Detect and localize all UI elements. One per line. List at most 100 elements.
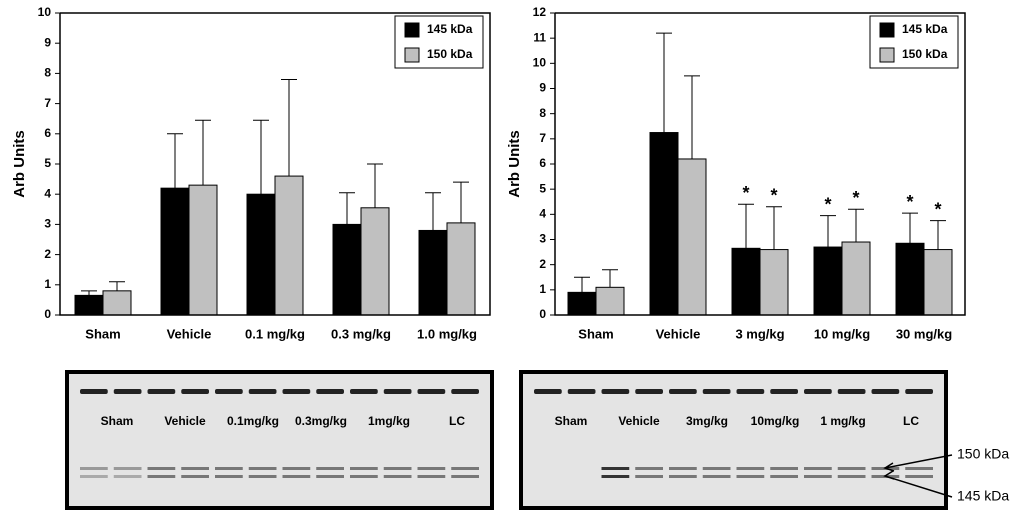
- error-bar: [684, 76, 700, 159]
- y-tick-label: 8: [539, 106, 546, 120]
- band-top: [534, 389, 562, 394]
- legend-swatch: [880, 48, 894, 62]
- band-145: [249, 475, 277, 478]
- band-top: [905, 389, 933, 394]
- band-top: [181, 389, 209, 394]
- bar: [161, 188, 189, 315]
- band-145: [215, 475, 243, 478]
- lane-label: Sham: [101, 414, 134, 428]
- band-top: [80, 389, 108, 394]
- band-145: [181, 475, 209, 478]
- legend-label: 150 kDa: [902, 47, 948, 61]
- error-bar: [766, 207, 782, 250]
- bar: [760, 250, 788, 315]
- bar: [814, 247, 842, 315]
- band-150: [283, 467, 311, 470]
- y-tick-label: 6: [539, 156, 546, 170]
- band-top: [384, 389, 412, 394]
- band-145: [114, 475, 142, 478]
- error-bar: [81, 291, 97, 296]
- error-bar: [425, 193, 441, 231]
- x-tick-label: 0.3 mg/kg: [331, 326, 391, 341]
- band-150: [737, 467, 765, 470]
- y-tick-label: 4: [539, 207, 546, 221]
- lane-label: Sham: [555, 414, 588, 428]
- band-top: [283, 389, 311, 394]
- band-145: [418, 475, 446, 478]
- band-150: [384, 467, 412, 470]
- bar: [447, 223, 475, 315]
- bar: [678, 159, 706, 315]
- band-150: [148, 467, 176, 470]
- band-150: [669, 467, 697, 470]
- band-145: [838, 475, 866, 478]
- lane-label: LC: [903, 414, 919, 428]
- band-top: [635, 389, 663, 394]
- x-tick-label: Sham: [578, 326, 613, 341]
- band-145: [737, 475, 765, 478]
- error-bar: [167, 134, 183, 188]
- bar: [732, 248, 760, 315]
- band-150: [80, 467, 108, 470]
- band-top: [249, 389, 277, 394]
- band-150: [838, 467, 866, 470]
- legend-swatch: [405, 23, 419, 37]
- bar: [650, 133, 678, 315]
- band-150: [602, 467, 630, 470]
- error-bar: [902, 213, 918, 243]
- band-145: [350, 475, 378, 478]
- band-top: [451, 389, 479, 394]
- page: Arb Units012345678910ShamVehicle0.1 mg/k…: [0, 0, 1030, 510]
- y-tick-label: 2: [539, 257, 546, 271]
- bar: [189, 185, 217, 315]
- lane-label: 3mg/kg: [686, 414, 728, 428]
- error-bar: [820, 216, 836, 247]
- y-tick-label: 12: [533, 5, 547, 19]
- band-top: [737, 389, 765, 394]
- band-150: [804, 467, 832, 470]
- lane-label: 0.1mg/kg: [227, 414, 279, 428]
- band-145: [770, 475, 798, 478]
- band-145: [316, 475, 344, 478]
- significance-marker: *: [906, 192, 913, 212]
- band-top: [770, 389, 798, 394]
- band-top: [114, 389, 142, 394]
- band-145: [451, 475, 479, 478]
- significance-marker: *: [824, 194, 831, 214]
- band-145: [635, 475, 663, 478]
- band-150: [249, 467, 277, 470]
- y-tick-label: 11: [533, 30, 546, 44]
- error-bar: [656, 33, 672, 132]
- lane-label: 1mg/kg: [368, 414, 410, 428]
- lane-label: Vehicle: [164, 414, 206, 428]
- band-145: [669, 475, 697, 478]
- y-tick-label: 1: [44, 277, 51, 291]
- band-150: [350, 467, 378, 470]
- x-tick-label: 30 mg/kg: [896, 326, 952, 341]
- band-150: [114, 467, 142, 470]
- bar: [842, 242, 870, 315]
- bar: [275, 176, 303, 315]
- y-tick-label: 5: [44, 156, 51, 170]
- error-bar: [574, 277, 590, 292]
- y-tick-label: 7: [44, 96, 51, 110]
- x-tick-label: Vehicle: [656, 326, 701, 341]
- band-top: [350, 389, 378, 394]
- band-150: [635, 467, 663, 470]
- band-150: [215, 467, 243, 470]
- lane-label: 10mg/kg: [751, 414, 800, 428]
- error-bar: [602, 270, 618, 288]
- legend-label: 145 kDa: [902, 22, 948, 36]
- significance-marker: *: [742, 183, 749, 203]
- error-bar: [195, 120, 211, 185]
- band-150: [316, 467, 344, 470]
- lane-label: 1 mg/kg: [820, 414, 865, 428]
- legend-label: 150 kDa: [427, 47, 473, 61]
- bar: [333, 224, 361, 315]
- y-tick-label: 9: [539, 81, 546, 95]
- x-tick-label: Vehicle: [167, 326, 212, 341]
- error-bar: [453, 182, 469, 223]
- bar: [896, 243, 924, 315]
- band-top: [148, 389, 176, 394]
